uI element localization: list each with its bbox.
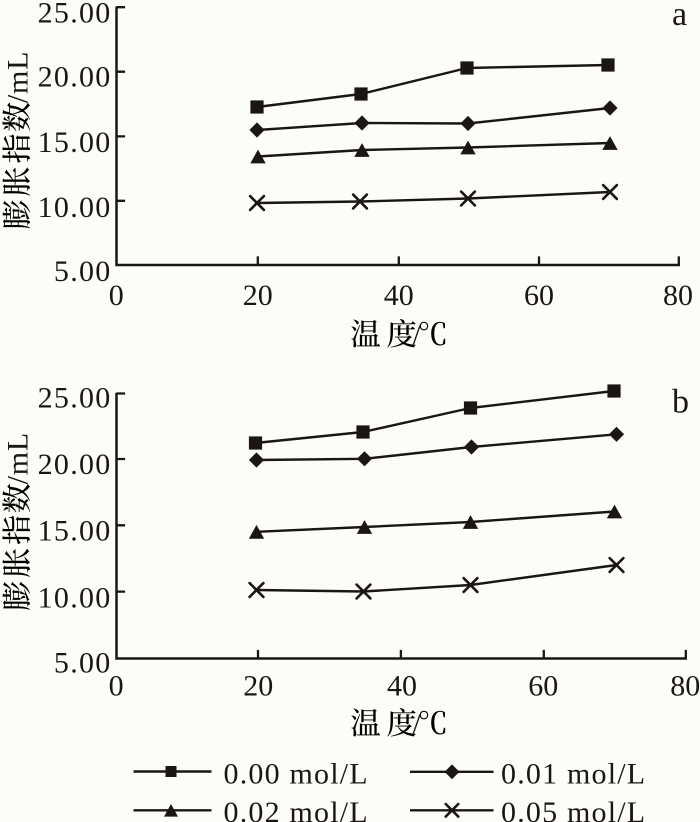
svg-text:20: 20 [243, 279, 273, 312]
svg-text:10.00: 10.00 [38, 582, 112, 615]
svg-text:/: / [412, 708, 421, 741]
svg-text:0.02 mol/L: 0.02 mol/L [224, 796, 369, 822]
svg-text:/: / [412, 319, 421, 352]
svg-text:25.00: 25.00 [38, 0, 112, 29]
svg-text:0.00 mol/L: 0.00 mol/L [224, 757, 369, 790]
svg-text:40: 40 [387, 669, 417, 702]
svg-text:5.00: 5.00 [54, 255, 112, 288]
svg-text:20.00: 20.00 [38, 448, 112, 481]
svg-text:15.00: 15.00 [38, 126, 112, 159]
svg-text:0: 0 [109, 279, 124, 312]
svg-text:/mL: /mL [2, 51, 35, 103]
svg-text:20.00: 20.00 [38, 60, 112, 93]
svg-text:0.05 mol/L: 0.05 mol/L [501, 796, 646, 822]
svg-text:80: 80 [663, 279, 693, 312]
svg-text:10.00: 10.00 [38, 191, 112, 224]
svg-text:80: 80 [670, 669, 700, 702]
svg-text:5.00: 5.00 [54, 647, 112, 680]
svg-text:a: a [672, 0, 687, 33]
svg-text:15.00: 15.00 [38, 514, 112, 547]
svg-text:b: b [672, 384, 689, 421]
svg-text:25.00: 25.00 [38, 382, 112, 415]
svg-text:20: 20 [243, 669, 273, 702]
svg-text:0: 0 [109, 669, 124, 702]
svg-text:40: 40 [384, 279, 414, 312]
svg-text:0.01 mol/L: 0.01 mol/L [501, 757, 646, 790]
svg-text:60: 60 [528, 669, 558, 702]
svg-text:/mL: /mL [2, 432, 35, 484]
svg-text:60: 60 [524, 279, 554, 312]
